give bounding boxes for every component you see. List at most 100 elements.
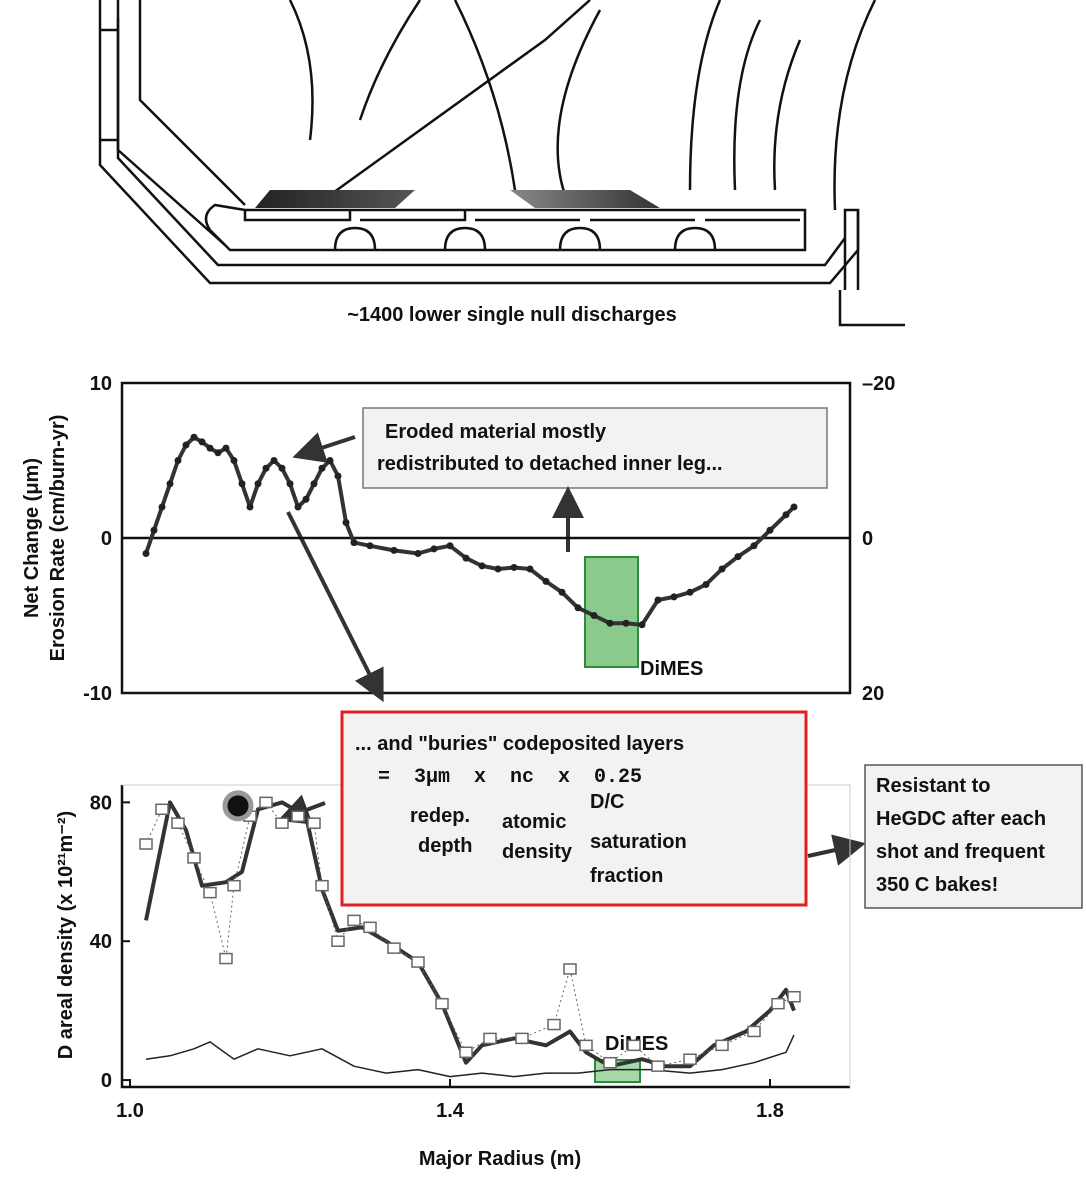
data-point bbox=[366, 542, 374, 550]
data-point bbox=[563, 963, 577, 975]
data-point bbox=[558, 588, 566, 596]
vessel-diagram bbox=[98, 0, 905, 327]
note-box bbox=[864, 764, 1083, 909]
y-tick-label: 0 bbox=[101, 1070, 112, 1092]
x-axis-label: Major Radius (m) bbox=[419, 1148, 581, 1170]
data-point bbox=[155, 803, 169, 816]
x-tick-label: 1.0 bbox=[116, 1100, 144, 1122]
data-point bbox=[286, 480, 294, 488]
data-point bbox=[411, 956, 425, 968]
term: atomic bbox=[502, 811, 566, 833]
data-point bbox=[174, 457, 182, 464]
data-point bbox=[686, 588, 694, 596]
note-text: HeGDC after each bbox=[876, 808, 1046, 830]
data-point bbox=[478, 562, 486, 570]
axes bbox=[120, 785, 850, 1089]
term: redep. bbox=[410, 805, 470, 827]
data-point bbox=[590, 612, 598, 619]
highlight-point bbox=[222, 790, 254, 822]
data-point bbox=[787, 990, 801, 1003]
data-point bbox=[483, 1032, 497, 1045]
data-point bbox=[326, 457, 334, 464]
data-point bbox=[683, 1053, 697, 1065]
data-point bbox=[702, 581, 710, 588]
y-tick-label: 40 bbox=[90, 931, 112, 953]
data-point bbox=[387, 942, 401, 954]
y2-tick-label: 0 bbox=[862, 528, 873, 550]
annotation-box bbox=[362, 407, 828, 489]
data-point bbox=[206, 444, 214, 452]
strike-point-outer bbox=[510, 190, 660, 208]
data-point bbox=[494, 565, 502, 573]
data-point bbox=[622, 619, 630, 627]
y-axis-label: D areal density (x 10²¹m⁻²) bbox=[55, 811, 77, 1059]
data-point bbox=[139, 838, 153, 850]
data-point bbox=[331, 935, 345, 947]
callout-box bbox=[340, 710, 808, 907]
data-point bbox=[150, 526, 158, 534]
dimes-label: DiMES bbox=[640, 658, 703, 680]
data-point bbox=[262, 464, 270, 472]
data-point bbox=[715, 1039, 729, 1052]
data-point bbox=[158, 503, 166, 511]
data-point bbox=[574, 604, 582, 612]
data-line bbox=[145, 1034, 795, 1078]
data-point bbox=[203, 886, 217, 899]
data-point bbox=[579, 1039, 593, 1052]
data-point bbox=[430, 545, 438, 553]
data-point bbox=[627, 1039, 641, 1052]
data-point bbox=[390, 546, 398, 554]
data-point bbox=[270, 457, 278, 464]
data-point bbox=[318, 464, 326, 472]
data-point bbox=[254, 480, 262, 488]
data-point bbox=[259, 796, 273, 809]
data-point bbox=[278, 464, 286, 472]
data-point bbox=[606, 619, 614, 627]
y2-axis-label: Erosion Rate (cm/burn-yr) bbox=[47, 415, 69, 662]
y2-tick-label: –20 bbox=[862, 373, 895, 395]
data-point bbox=[214, 449, 222, 457]
y-tick-label: 0 bbox=[101, 528, 112, 550]
data-point bbox=[342, 519, 350, 526]
data-point bbox=[219, 952, 233, 965]
note-text: Resistant to bbox=[876, 775, 990, 797]
data-point bbox=[187, 852, 201, 864]
data-point bbox=[790, 503, 798, 511]
data-point bbox=[547, 1018, 561, 1031]
data-point bbox=[747, 1025, 761, 1038]
data-point bbox=[222, 444, 230, 452]
diagram-caption: ~1400 lower single null discharges bbox=[347, 304, 677, 326]
data-point bbox=[526, 565, 534, 573]
term: fraction bbox=[590, 865, 663, 887]
data-point bbox=[171, 817, 185, 829]
y-tick-label: -10 bbox=[83, 683, 112, 705]
annotation-text: redistributed to detached inner leg... bbox=[377, 453, 723, 475]
data-point bbox=[771, 997, 785, 1010]
strike-point-inner bbox=[255, 190, 415, 208]
annotation-text: Eroded material mostly bbox=[385, 421, 607, 443]
data-point bbox=[350, 539, 358, 547]
data-point bbox=[654, 596, 662, 604]
data-point bbox=[515, 1032, 529, 1045]
data-point bbox=[510, 563, 518, 571]
data-point bbox=[166, 480, 174, 488]
y2-tick-label: 20 bbox=[862, 683, 884, 705]
term: saturation bbox=[590, 831, 687, 853]
data-point bbox=[334, 472, 342, 480]
data-point bbox=[190, 433, 198, 441]
data-point bbox=[462, 554, 470, 562]
data-point bbox=[718, 565, 726, 573]
data-point bbox=[227, 879, 241, 892]
data-point bbox=[459, 1046, 473, 1059]
note-text: 350 C bakes! bbox=[876, 874, 998, 896]
data-point bbox=[302, 495, 310, 503]
term: D/C bbox=[590, 791, 624, 813]
data-point bbox=[198, 438, 206, 446]
term: depth bbox=[418, 835, 472, 857]
data-point bbox=[766, 526, 774, 534]
data-point bbox=[307, 817, 321, 829]
callout-formula: = 3μm x nc x 0.25 bbox=[378, 766, 642, 789]
data-point bbox=[651, 1060, 665, 1072]
note-text: shot and frequent bbox=[876, 841, 1045, 863]
